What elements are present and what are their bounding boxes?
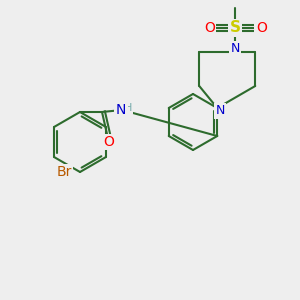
Text: O: O <box>204 21 215 35</box>
Text: O: O <box>103 135 114 149</box>
Text: O: O <box>256 21 267 35</box>
Text: N: N <box>116 103 126 117</box>
Text: H: H <box>124 103 132 113</box>
Text: N: N <box>216 104 225 118</box>
Text: S: S <box>230 20 241 35</box>
Text: N: N <box>231 43 240 56</box>
Text: Br: Br <box>57 165 72 179</box>
